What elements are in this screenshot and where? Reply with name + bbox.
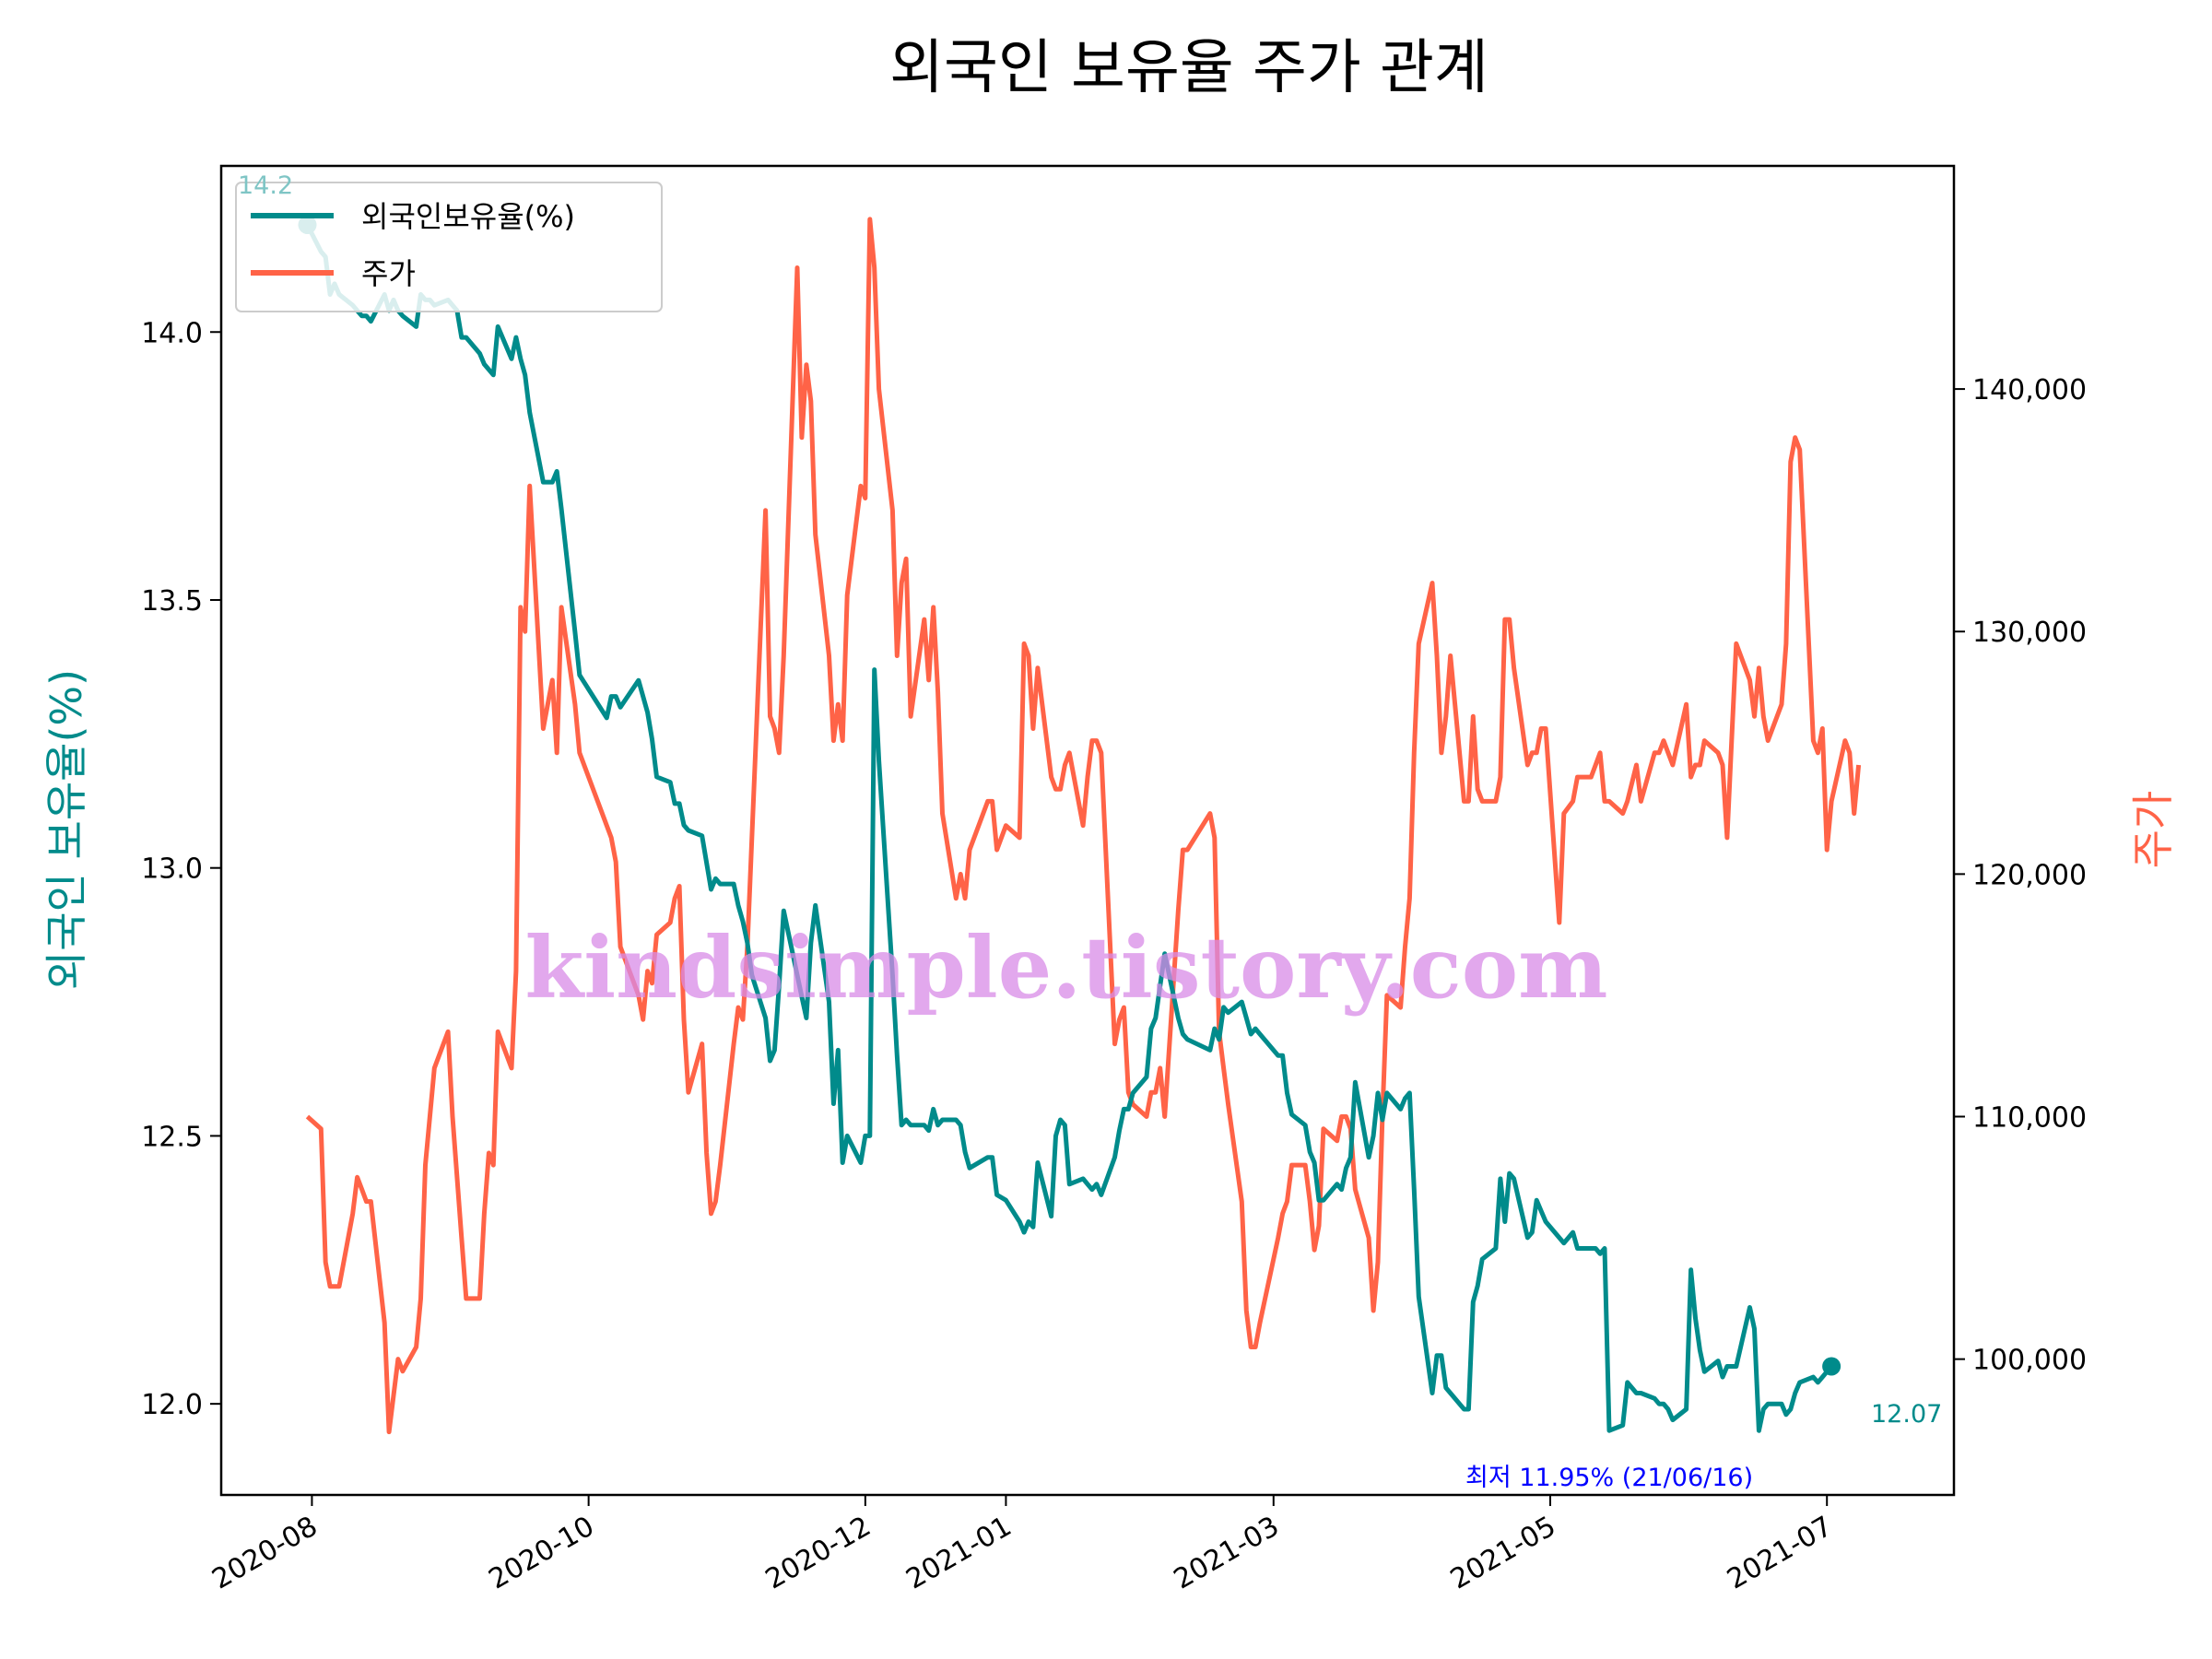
x-tick-label: 2021-07 (1722, 1511, 1838, 1596)
plot-area: kindsimple.tistory.com (219, 164, 1956, 1497)
legend: 외국인보유율(%) 주가 (235, 182, 663, 312)
start-value-label: 14.2 (238, 171, 293, 200)
chart-title: 외국인 보유율 주가 관계 (889, 34, 1488, 102)
x-tick-label: 2021-05 (1445, 1511, 1561, 1596)
y-left-tick-label: 12.0 (141, 1389, 203, 1421)
y-right-tick-label: 110,000 (1972, 1102, 2087, 1135)
x-axis: 2020-08 2020-10 2020-12 2021-01 2021-03 2021-… (206, 1495, 1838, 1596)
y-left-tick-label: 12.5 (141, 1121, 203, 1153)
y-left-tick-label: 13.0 (141, 853, 203, 886)
y-axis-right-label: 주가 (2128, 791, 2178, 869)
y-right-tick-label: 140,000 (1972, 374, 2087, 406)
watermark-text: kindsimple.tistory.com (524, 918, 1607, 1018)
end-value-label: 12.07 (1871, 1400, 1942, 1429)
y-left-tick-label: 13.5 (141, 585, 203, 618)
y-axis-left-label: 외국인 보유율(%) (41, 669, 91, 990)
x-tick-label: 2020-12 (760, 1511, 877, 1596)
legend-label-holding: 외국인보유율(%) (361, 199, 575, 234)
annotations: 14.2 12.07 최저 11.95% (21/06/16) (238, 171, 1942, 1492)
series-line-price (305, 217, 1862, 1435)
minimum-value-label: 최저 11.95% (21/06/16) (1465, 1464, 1753, 1492)
x-tick-label: 2021-01 (900, 1511, 1017, 1596)
legend-box (235, 182, 663, 312)
plot-frame (219, 164, 1956, 1497)
x-tick-label: 2020-10 (484, 1511, 600, 1596)
legend-label-price: 주가 (361, 256, 416, 291)
x-tick-label: 2021-03 (1169, 1511, 1285, 1596)
y-left-tick-label: 14.0 (141, 317, 203, 349)
y-right-tick-label: 120,000 (1972, 859, 2087, 891)
y-axis-left: 12.0 12.5 13.0 13.5 14.0 (141, 317, 221, 1421)
x-tick-label: 2020-08 (206, 1511, 323, 1596)
end-point-marker (1822, 1357, 1841, 1376)
y-right-tick-label: 130,000 (1972, 617, 2087, 649)
series-line-holding (305, 223, 1834, 1433)
y-axis-right: 100,000 110,000 120,000 130,000 140,000 (1954, 374, 2087, 1377)
y-right-tick-label: 100,000 (1972, 1345, 2087, 1377)
